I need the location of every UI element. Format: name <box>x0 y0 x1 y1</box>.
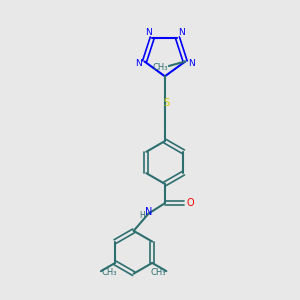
Text: H: H <box>139 211 145 220</box>
Text: O: O <box>186 198 194 208</box>
Text: CH₃: CH₃ <box>101 268 117 277</box>
Text: N: N <box>135 59 142 68</box>
Text: N: N <box>178 28 185 37</box>
Text: CH₃: CH₃ <box>153 63 168 72</box>
Text: N: N <box>188 59 195 68</box>
Text: N: N <box>145 28 152 37</box>
Text: CH₃: CH₃ <box>150 268 166 277</box>
Text: N: N <box>145 207 152 217</box>
Text: S: S <box>163 98 170 108</box>
